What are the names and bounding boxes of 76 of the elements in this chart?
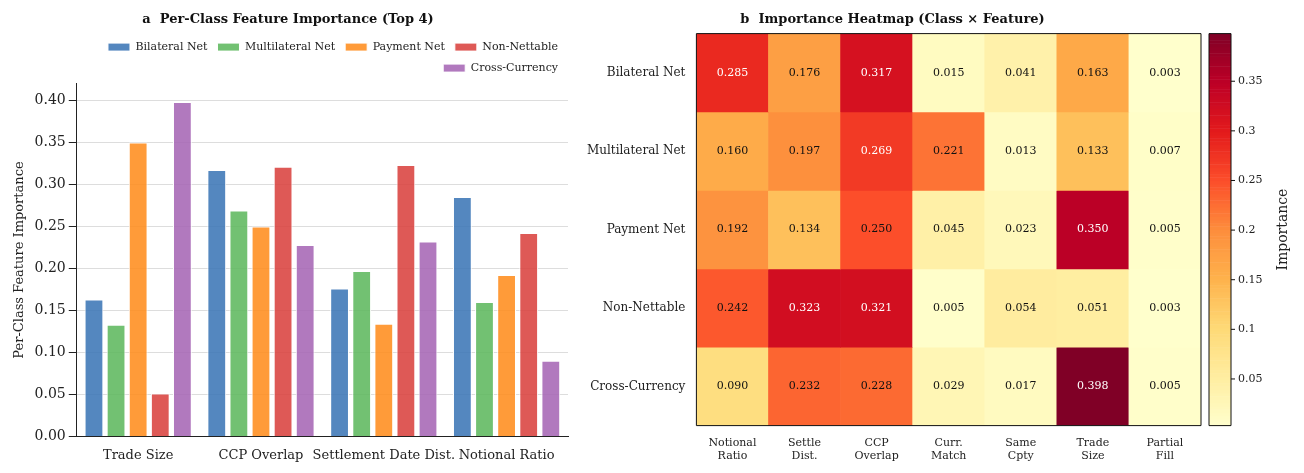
data-label: 0.163 <box>1077 65 1109 79</box>
y-tick-label: 0.15 <box>34 301 66 318</box>
data-label: 0.232 <box>788 379 821 393</box>
data-label: 0.051 <box>1077 300 1109 314</box>
x-tick-label: Trade Size <box>1076 436 1110 463</box>
y-tick-label: 0.25 <box>34 217 66 234</box>
color-bar-title: Importance <box>1273 188 1290 271</box>
data-label: 0.317 <box>860 65 893 79</box>
data-label: 0.007 <box>1149 144 1181 158</box>
x-tick-label: Same Cpty <box>1005 436 1037 463</box>
y-tick-label: 0.40 <box>34 91 66 108</box>
data-label: 0.003 <box>1149 65 1181 79</box>
data-label: 0.228 <box>860 379 893 393</box>
data-label: 0.160 <box>716 144 749 158</box>
x-tick-label: Notional Ratio <box>708 436 757 463</box>
x-tick-label: CCP Overlap <box>218 446 304 462</box>
y-tick-label: Multilateral Net <box>586 143 686 158</box>
data-label: 0.134 <box>788 222 821 236</box>
color-bar-label: 0.35 <box>1238 74 1263 88</box>
data-label: 0.090 <box>716 379 749 393</box>
x-tick-label: Settlement Date Dist. <box>312 446 456 462</box>
x-tick-label: Curr. Match <box>930 436 967 463</box>
legend-label: Non-Nettable <box>482 39 558 53</box>
data-label: 0.133 <box>1077 144 1109 158</box>
data-label: 0.321 <box>860 300 893 314</box>
data-label: 0.197 <box>788 144 821 158</box>
color-bar-label: 0.15 <box>1238 272 1263 286</box>
data-label: 0.054 <box>1005 300 1037 314</box>
legend-label: Payment Net <box>372 39 446 53</box>
data-label: 0.003 <box>1149 300 1181 314</box>
y-tick-label: 0.10 <box>34 343 66 360</box>
data-label: 0.045 <box>932 222 965 236</box>
x-tick-label: Trade Size <box>102 446 174 462</box>
data-label: 0.023 <box>1005 222 1037 236</box>
y-tick-label: 0.20 <box>34 259 66 276</box>
chart-title: b Importance Heatmap (Class × Feature) <box>740 11 1045 27</box>
y-tick-label: 0.35 <box>34 133 66 150</box>
data-label: 0.005 <box>932 300 965 314</box>
data-label: 0.029 <box>932 379 965 393</box>
data-label: 0.323 <box>788 300 821 314</box>
y-tick-label: 0.30 <box>34 175 66 192</box>
y-tick-label: 0.00 <box>34 427 66 444</box>
data-label: 0.013 <box>1005 144 1037 158</box>
data-label: 0.005 <box>1149 379 1181 393</box>
color-bar-label: 0.2 <box>1238 222 1256 236</box>
data-label: 0.017 <box>1005 379 1037 393</box>
data-label: 0.176 <box>788 65 821 79</box>
data-label: 0.398 <box>1077 379 1109 393</box>
legend-label: Multilateral Net <box>244 39 336 53</box>
data-label: 0.221 <box>932 144 965 158</box>
y-tick-label: 0.05 <box>34 385 66 402</box>
y-tick-label: Bilateral Net <box>606 64 686 79</box>
legend-label: Bilateral Net <box>135 39 209 53</box>
color-bar-label: 0.25 <box>1238 173 1263 187</box>
x-tick-label: Notional Ratio <box>458 446 555 462</box>
y-tick-label: Cross-Currency <box>590 378 686 393</box>
data-label: 0.250 <box>860 222 893 236</box>
x-tick-label: CCP Overlap <box>854 436 899 463</box>
y-axis-title: Per-Class Feature Importance <box>11 161 27 359</box>
color-bar-label: 0.1 <box>1238 322 1256 336</box>
data-label: 0.192 <box>716 222 749 236</box>
data-label: 0.350 <box>1077 222 1109 236</box>
data-label: 0.285 <box>716 65 749 79</box>
color-bar-label: 0.3 <box>1238 123 1256 137</box>
data-label: 0.242 <box>716 300 749 314</box>
data-label: 0.005 <box>1149 222 1181 236</box>
data-label: 0.015 <box>932 65 965 79</box>
data-label: 0.041 <box>1005 65 1037 79</box>
color-bar-label: 0.05 <box>1238 371 1263 385</box>
chart-title: a Per-Class Feature Importance (Top 4) <box>142 11 434 27</box>
data-label: 0.269 <box>860 144 893 158</box>
x-tick-label: Partial Fill <box>1146 436 1184 463</box>
legend-label: Cross-Currency <box>470 60 559 74</box>
x-tick-label: Settle Dist. <box>788 436 821 463</box>
y-tick-label: Non-Nettable <box>602 300 686 315</box>
y-tick-label: Payment Net <box>606 221 686 236</box>
